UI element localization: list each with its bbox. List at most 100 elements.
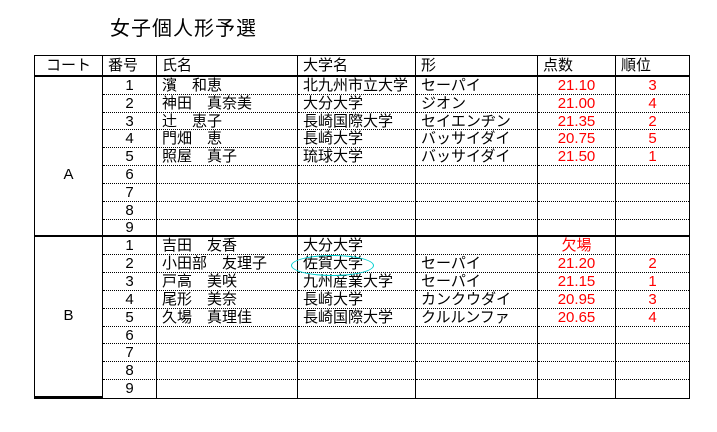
name-cell[interactable]: [157, 183, 298, 202]
kata-cell[interactable]: セーパイ: [416, 273, 538, 291]
name-cell[interactable]: 吉田 友香: [157, 237, 298, 256]
row-number-cell[interactable]: 6: [103, 326, 157, 345]
kata-cell[interactable]: カンクウダイ: [416, 290, 538, 309]
name-cell[interactable]: 照屋 真子: [157, 148, 298, 167]
score-cell[interactable]: [538, 380, 616, 398]
score-cell[interactable]: 21.20: [538, 255, 616, 274]
kata-cell[interactable]: バッサイダイ: [416, 130, 538, 149]
rank-cell[interactable]: [616, 166, 689, 184]
rank-cell[interactable]: 2: [616, 255, 689, 274]
score-cell[interactable]: 欠場: [538, 237, 616, 256]
row-number-cell[interactable]: 7: [103, 183, 157, 202]
university-cell[interactable]: 大分大学: [298, 237, 416, 256]
name-cell[interactable]: 尾形 美奈: [157, 290, 298, 309]
score-cell[interactable]: [538, 362, 616, 381]
name-cell[interactable]: [157, 166, 298, 184]
rank-cell[interactable]: [616, 237, 689, 256]
university-cell[interactable]: [298, 219, 416, 238]
rank-cell[interactable]: [616, 184, 689, 202]
row-number-cell[interactable]: 8: [103, 362, 157, 381]
name-cell[interactable]: 小田部 友理子: [157, 255, 298, 274]
row-number-cell[interactable]: 4: [103, 130, 157, 149]
row-number-cell[interactable]: 1: [103, 77, 157, 95]
university-cell[interactable]: 長崎国際大学: [298, 308, 416, 327]
kata-cell[interactable]: [416, 362, 538, 381]
kata-cell[interactable]: [416, 380, 538, 398]
name-cell[interactable]: 辻 恵子: [157, 112, 298, 131]
rank-cell[interactable]: [616, 362, 689, 381]
row-number-cell[interactable]: 2: [103, 255, 157, 274]
rank-cell[interactable]: 3: [616, 77, 689, 95]
university-cell[interactable]: 大分大学: [298, 94, 416, 113]
university-cell[interactable]: 長崎大学: [298, 290, 416, 309]
row-number-cell[interactable]: 4: [103, 290, 157, 309]
row-number-cell[interactable]: 1: [103, 237, 157, 256]
university-cell[interactable]: [298, 166, 416, 184]
row-number-cell[interactable]: 9: [103, 219, 157, 238]
rank-cell[interactable]: [616, 380, 689, 398]
score-cell[interactable]: 20.75: [538, 130, 616, 149]
rank-cell[interactable]: 1: [616, 148, 689, 167]
name-cell[interactable]: 門畑 恵: [157, 130, 298, 149]
rank-cell[interactable]: 4: [616, 95, 689, 113]
name-cell[interactable]: [157, 326, 298, 345]
rank-cell[interactable]: 2: [616, 113, 689, 131]
rank-cell[interactable]: [616, 202, 689, 220]
kata-cell[interactable]: セーパイ: [416, 77, 538, 95]
name-cell[interactable]: [157, 219, 298, 238]
rank-cell[interactable]: [616, 327, 689, 345]
rank-cell[interactable]: [616, 220, 689, 238]
score-cell[interactable]: [538, 166, 616, 184]
rank-cell[interactable]: [616, 344, 689, 363]
row-number-cell[interactable]: 5: [103, 148, 157, 167]
score-cell[interactable]: 20.65: [538, 308, 616, 327]
score-cell[interactable]: [538, 201, 616, 220]
score-cell[interactable]: 21.50: [538, 148, 616, 167]
row-number-cell[interactable]: 6: [103, 166, 157, 184]
university-cell[interactable]: [298, 344, 416, 363]
row-number-cell[interactable]: 3: [103, 112, 157, 131]
name-cell[interactable]: 戸高 美咲: [157, 273, 298, 291]
university-cell[interactable]: 九州産業大学: [298, 273, 416, 291]
university-cell[interactable]: [298, 201, 416, 220]
rank-cell[interactable]: 3: [616, 291, 689, 309]
kata-cell[interactable]: [416, 201, 538, 220]
row-number-cell[interactable]: 9: [103, 380, 157, 398]
row-number-cell[interactable]: 2: [103, 94, 157, 113]
rank-cell[interactable]: 1: [616, 273, 689, 291]
university-cell[interactable]: [298, 380, 416, 398]
name-cell[interactable]: 久場 真理佳: [157, 308, 298, 327]
kata-cell[interactable]: [416, 219, 538, 238]
score-cell[interactable]: 21.10: [538, 77, 616, 95]
name-cell[interactable]: [157, 380, 298, 398]
university-cell[interactable]: [298, 326, 416, 345]
kata-cell[interactable]: [416, 183, 538, 202]
score-cell[interactable]: 21.35: [538, 112, 616, 131]
name-cell[interactable]: [157, 201, 298, 220]
university-cell[interactable]: 長崎大学: [298, 130, 416, 149]
row-number-cell[interactable]: 3: [103, 273, 157, 291]
row-number-cell[interactable]: 7: [103, 344, 157, 363]
score-cell[interactable]: 21.15: [538, 273, 616, 291]
name-cell[interactable]: [157, 344, 298, 363]
score-cell[interactable]: [538, 344, 616, 363]
kata-cell[interactable]: [416, 237, 538, 256]
score-cell[interactable]: 21.00: [538, 94, 616, 113]
score-cell[interactable]: [538, 183, 616, 202]
score-cell[interactable]: [538, 219, 616, 238]
rank-cell[interactable]: 5: [616, 130, 689, 149]
kata-cell[interactable]: [416, 344, 538, 363]
kata-cell[interactable]: [416, 326, 538, 345]
score-cell[interactable]: [538, 326, 616, 345]
name-cell[interactable]: 濱 和恵: [157, 77, 298, 95]
kata-cell[interactable]: クルルンファ: [416, 308, 538, 327]
court-cell-b[interactable]: B: [35, 237, 103, 398]
court-cell-a[interactable]: A: [35, 77, 103, 238]
row-number-cell[interactable]: 5: [103, 308, 157, 327]
kata-cell[interactable]: セーパイ: [416, 255, 538, 274]
university-cell[interactable]: [298, 183, 416, 202]
name-cell[interactable]: 神田 真奈美: [157, 94, 298, 113]
highlight-oval[interactable]: [291, 255, 374, 276]
kata-cell[interactable]: セイエンヂン: [416, 112, 538, 131]
kata-cell[interactable]: [416, 166, 538, 184]
